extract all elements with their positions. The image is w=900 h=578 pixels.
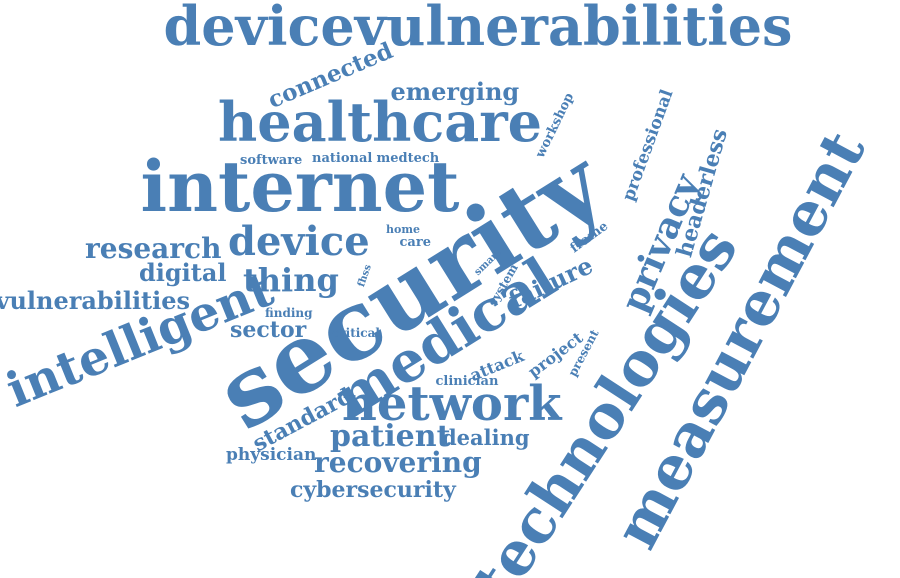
word-sector: sector [230,317,307,343]
word-clinician: clinician [435,373,499,389]
word-critical: critical [332,326,380,340]
word-care: care [399,234,431,250]
word-vulnerabilities: vulnerabilities [0,286,191,315]
word-physician: physician [226,444,317,465]
word-thing: thing [243,261,339,299]
word-finding: finding [265,306,313,320]
word-national: national [312,150,373,166]
word-network: network [342,376,562,432]
word-patient: patient [330,419,451,454]
word-home: home [386,222,420,236]
word-dealing: dealing [442,424,530,450]
word-device: device [228,218,370,265]
word-recovering: recovering [314,446,482,479]
word-healthcare: healthcare [218,90,542,154]
word-devicevulnerabilities: devicevulnerabilities [163,0,793,58]
word-internet: internet [140,145,460,228]
word-emerging: emerging [390,77,520,106]
word-research: research [85,232,222,265]
word-digital: digital [139,258,227,287]
word-software: software [240,152,303,168]
word-medtech: medtech [376,150,440,166]
word-cybersecurity: cybersecurity [290,477,456,503]
